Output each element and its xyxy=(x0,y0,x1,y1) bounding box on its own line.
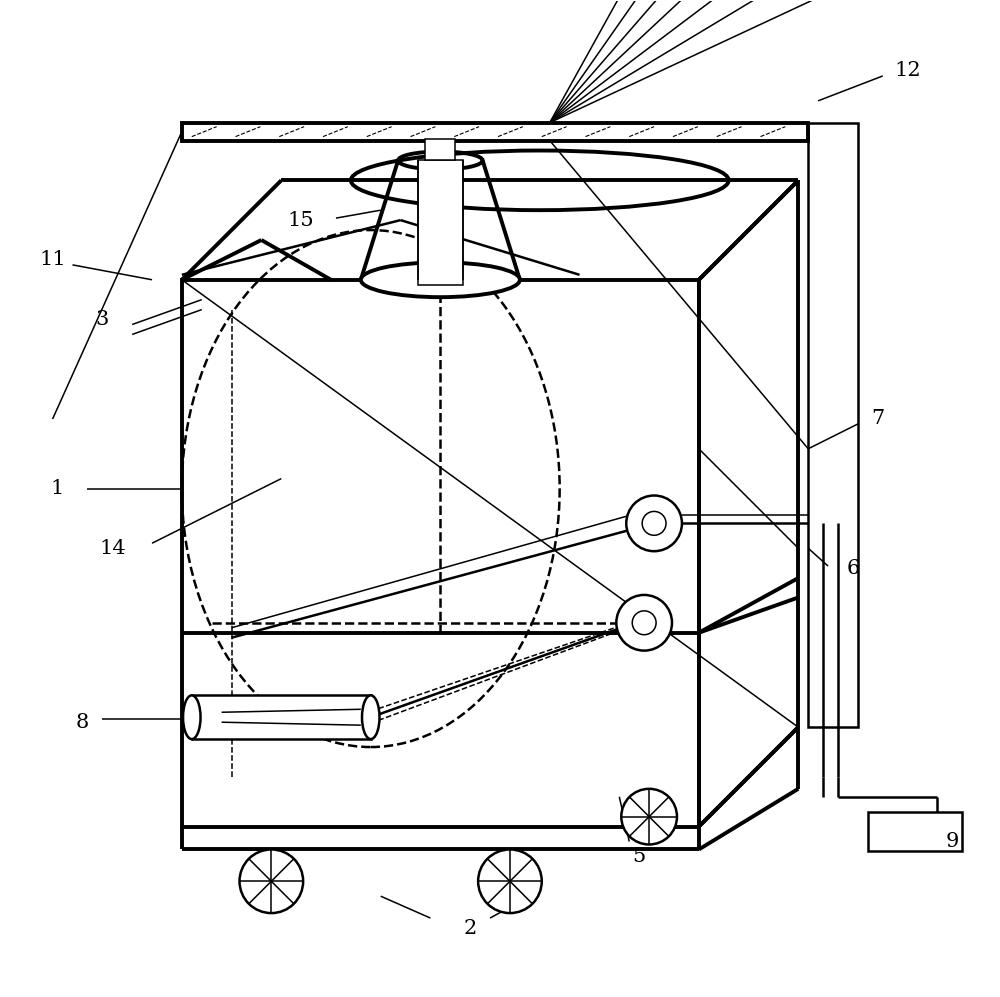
Circle shape xyxy=(632,611,656,635)
Text: 15: 15 xyxy=(288,210,314,229)
Bar xyxy=(808,123,858,727)
Text: 6: 6 xyxy=(846,558,860,577)
Bar xyxy=(182,123,808,141)
Text: 12: 12 xyxy=(894,62,921,81)
Text: 1: 1 xyxy=(51,479,64,498)
Ellipse shape xyxy=(183,695,201,739)
Circle shape xyxy=(621,789,677,844)
Circle shape xyxy=(626,496,682,551)
Text: 14: 14 xyxy=(99,538,126,557)
Ellipse shape xyxy=(361,262,520,297)
Ellipse shape xyxy=(398,152,483,169)
Bar xyxy=(182,280,699,827)
Circle shape xyxy=(240,849,303,913)
Bar xyxy=(192,695,371,739)
Bar xyxy=(868,812,962,851)
Circle shape xyxy=(478,849,542,913)
Circle shape xyxy=(616,595,672,651)
Text: 3: 3 xyxy=(96,310,109,329)
Circle shape xyxy=(642,511,666,535)
Ellipse shape xyxy=(362,695,380,739)
Text: 8: 8 xyxy=(76,713,89,732)
Bar xyxy=(418,161,463,285)
Text: 2: 2 xyxy=(464,918,477,937)
Text: 5: 5 xyxy=(633,846,646,866)
Bar xyxy=(425,139,455,161)
Text: 9: 9 xyxy=(946,832,959,851)
Text: 7: 7 xyxy=(871,410,884,429)
Text: 11: 11 xyxy=(39,250,66,269)
